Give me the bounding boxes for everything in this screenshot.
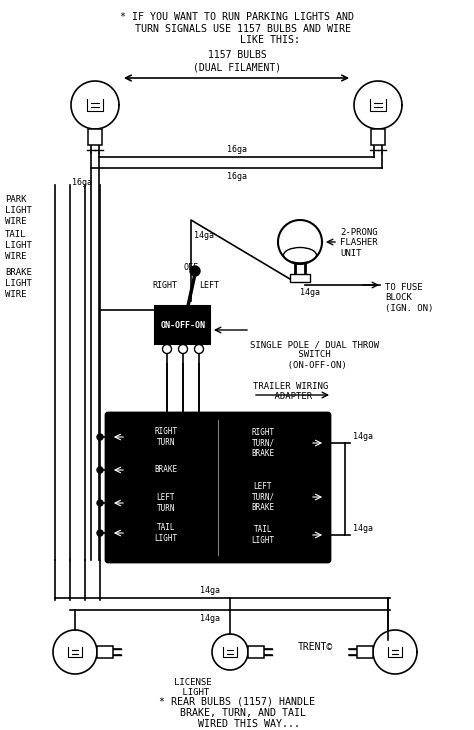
Circle shape xyxy=(190,266,200,276)
Bar xyxy=(97,646,113,658)
Text: SINGLE POLE / DUAL THROW
         SWITCH
       (ON-OFF-ON): SINGLE POLE / DUAL THROW SWITCH (ON-OFF-… xyxy=(250,340,379,370)
Text: 14ga: 14ga xyxy=(353,524,373,533)
Text: OFF: OFF xyxy=(183,264,199,272)
Text: LEFT: LEFT xyxy=(199,282,219,291)
Text: RIGHT
TURN: RIGHT TURN xyxy=(155,427,178,447)
Text: * IF YOU WANT TO RUN PARKING LIGHTS AND
  TURN SIGNALS USE 1157 BULBS AND WIRE
 : * IF YOU WANT TO RUN PARKING LIGHTS AND … xyxy=(120,12,354,45)
Text: 14ga: 14ga xyxy=(353,432,373,441)
Text: 2-PRONG
FLASHER
UNIT: 2-PRONG FLASHER UNIT xyxy=(340,228,378,258)
Text: TRAILER WIRING
    ADAPTER: TRAILER WIRING ADAPTER xyxy=(253,382,328,402)
Text: PARK
LIGHT
WIRE: PARK LIGHT WIRE xyxy=(5,195,32,226)
Text: 14ga: 14ga xyxy=(200,586,220,595)
Bar xyxy=(357,646,373,658)
Text: BRAKE
LIGHT
WIRE: BRAKE LIGHT WIRE xyxy=(5,268,32,299)
Bar xyxy=(371,129,385,145)
Text: 14ga: 14ga xyxy=(194,231,214,240)
Text: * REAR BULBS (1157) HANDLE
  BRAKE, TURN, AND TAIL
    WIRED THIS WAY...: * REAR BULBS (1157) HANDLE BRAKE, TURN, … xyxy=(159,696,315,729)
Text: BRAKE: BRAKE xyxy=(155,466,178,474)
Text: LICENSE
 LIGHT: LICENSE LIGHT xyxy=(174,678,212,697)
Text: 16ga: 16ga xyxy=(227,172,247,181)
Text: TRENT©: TRENT© xyxy=(298,642,333,652)
Bar xyxy=(155,306,210,344)
Text: TAIL
LIGHT: TAIL LIGHT xyxy=(251,526,274,545)
Bar xyxy=(290,274,310,282)
Text: ON-OFF-ON: ON-OFF-ON xyxy=(161,320,206,329)
Text: 1157 BULBS
(DUAL FILAMENT): 1157 BULBS (DUAL FILAMENT) xyxy=(193,50,281,72)
Text: TO FUSE
BLOCK
(IGN. ON): TO FUSE BLOCK (IGN. ON) xyxy=(385,283,433,312)
FancyBboxPatch shape xyxy=(106,413,330,562)
Circle shape xyxy=(97,467,103,473)
Text: RIGHT
TURN/
BRAKE: RIGHT TURN/ BRAKE xyxy=(251,428,274,458)
Bar xyxy=(88,129,102,145)
Text: TAIL
LIGHT: TAIL LIGHT xyxy=(155,523,178,542)
Text: RIGHT: RIGHT xyxy=(153,282,177,291)
Circle shape xyxy=(97,530,103,536)
Circle shape xyxy=(97,500,103,506)
Text: 14ga: 14ga xyxy=(300,288,320,297)
Text: LEFT
TURN/
BRAKE: LEFT TURN/ BRAKE xyxy=(251,482,274,512)
Text: TAIL
LIGHT
WIRE: TAIL LIGHT WIRE xyxy=(5,230,32,261)
Text: LEFT
TURN: LEFT TURN xyxy=(157,493,175,512)
Circle shape xyxy=(97,434,103,440)
Text: 16ga: 16ga xyxy=(72,178,92,187)
Bar xyxy=(248,646,264,658)
Text: 14ga: 14ga xyxy=(200,614,220,623)
Text: 16ga: 16ga xyxy=(227,145,247,154)
